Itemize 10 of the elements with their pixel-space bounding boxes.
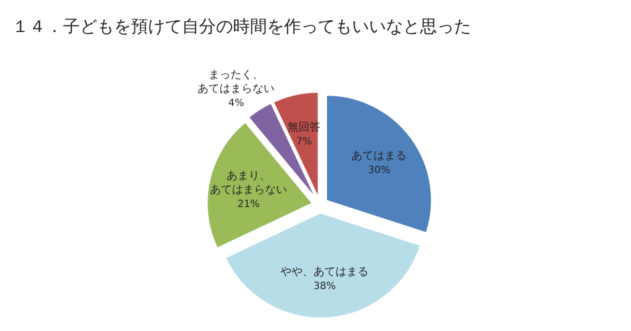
data-label: 38% (313, 280, 336, 292)
slice-label: まったく、あてはまらない (198, 68, 275, 95)
slice-label: やや、あてはまる (280, 264, 369, 278)
slice-label: あてはまる (352, 149, 407, 162)
chart-title: １４．子どもを預けて自分の時間を作ってもいいなと思った (12, 17, 471, 37)
data-label: 4% (228, 98, 244, 109)
data-label: 30% (368, 165, 390, 176)
data-label: 21% (238, 199, 260, 210)
slice-label: あまり、あてはまらない (210, 169, 288, 196)
data-label: 7% (296, 136, 312, 148)
